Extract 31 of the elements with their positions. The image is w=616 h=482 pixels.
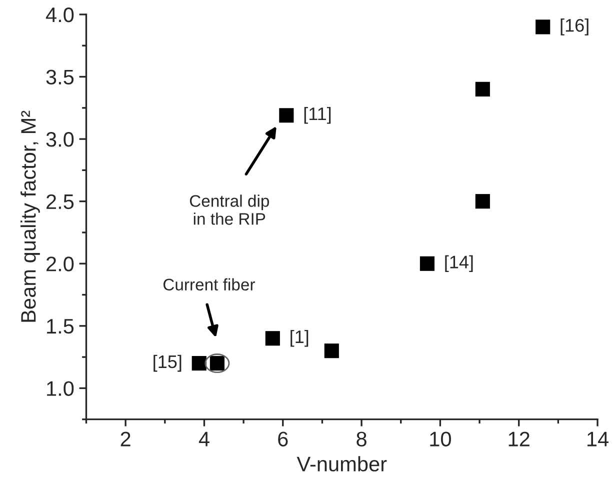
- x-tick-label: 14: [588, 432, 608, 446]
- point: [192, 356, 206, 371]
- y-tick-label: 1.5: [47, 319, 74, 334]
- annotation: [16]: [560, 18, 588, 36]
- y-axis-title: Beam quality factor, M²: [20, 110, 40, 322]
- x-tick-label: 4: [198, 432, 210, 446]
- point: [536, 20, 550, 34]
- x-axis-title: V-number: [296, 456, 387, 472]
- x-tick-label: 6: [278, 432, 288, 446]
- point: [265, 331, 280, 346]
- annotation: Current fiber: [163, 278, 255, 291]
- point: [279, 108, 294, 123]
- x-tick-label: 8: [356, 432, 366, 446]
- point: [475, 82, 490, 96]
- x-tick-label: 10: [430, 432, 451, 446]
- y-tick-label: 4.0: [46, 7, 74, 22]
- point: [324, 344, 339, 358]
- x-tick-label: 2: [120, 432, 130, 446]
- y-tick-label: 2.0: [46, 256, 74, 272]
- y-tick-label: 1.0: [47, 381, 74, 396]
- annotation: Central dip in the RIP: [190, 194, 269, 225]
- annotation: [14]: [445, 255, 473, 272]
- y-tick-label: 3.0: [46, 132, 74, 147]
- y-tick-label: 3.5: [46, 70, 74, 85]
- point: [420, 256, 435, 271]
- annotation: [1]: [290, 330, 308, 347]
- annotation: [15]: [154, 354, 182, 372]
- y-tick-label: 2.5: [46, 194, 74, 210]
- point: [475, 194, 490, 209]
- annotation: [11]: [304, 106, 331, 124]
- x-tick-label: 12: [508, 432, 530, 446]
